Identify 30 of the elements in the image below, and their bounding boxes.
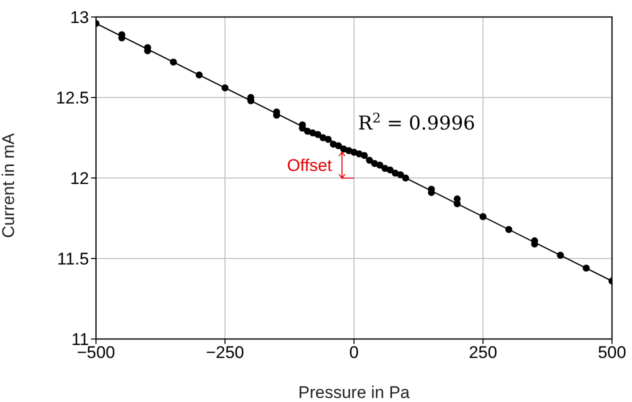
point <box>366 156 373 164</box>
x-tick-label: 0 <box>349 343 359 362</box>
y-axis-title: Current in mA <box>0 132 18 238</box>
y-tick-label: 12.5 <box>56 88 89 108</box>
point <box>360 152 368 159</box>
annotation: R$^{2}$ = 0.9996 <box>358 111 476 135</box>
y-tick-label: 11.5 <box>57 250 89 269</box>
x-axis-title: Pressure in Pa <box>298 383 410 402</box>
point <box>170 58 177 66</box>
point <box>454 200 461 208</box>
point <box>196 71 203 78</box>
y-tick-label: 11 <box>71 330 89 350</box>
y-tick-label: 12 <box>70 169 89 188</box>
point <box>582 264 590 272</box>
x-tick-label: 500 <box>598 343 626 362</box>
point <box>386 166 394 174</box>
point <box>556 252 564 259</box>
point <box>505 226 512 234</box>
point <box>396 171 404 178</box>
x-tick-label: −250 <box>206 343 244 362</box>
annotation: Offset <box>286 156 332 176</box>
x-tick-label: 250 <box>468 343 498 362</box>
point <box>314 131 322 138</box>
point <box>480 213 486 220</box>
point <box>376 162 384 169</box>
point <box>402 174 410 182</box>
point <box>222 84 228 92</box>
y-tick-label: 13 <box>70 8 89 28</box>
point <box>324 136 332 143</box>
point <box>335 142 342 150</box>
